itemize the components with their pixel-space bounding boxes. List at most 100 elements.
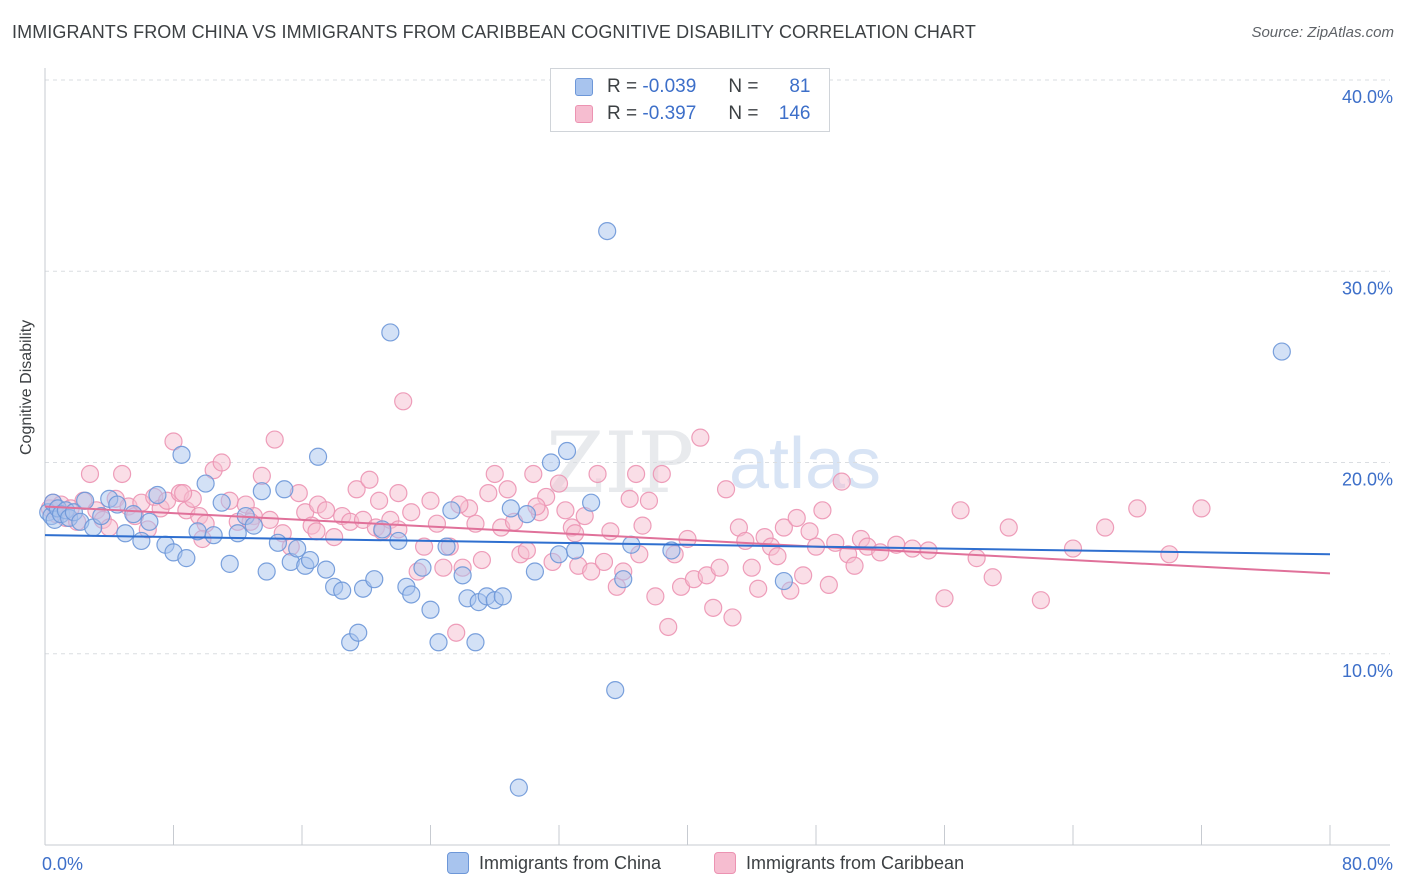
caribbean-point-66 [479, 484, 498, 503]
china-point-41 [316, 560, 336, 579]
china-point-22 [172, 445, 191, 464]
caribbean-point-34 [260, 510, 279, 529]
source-label: Source: ZipAtlas.com [1251, 24, 1394, 41]
caribbean-point-99 [691, 428, 710, 447]
china-point-67 [541, 453, 561, 472]
caribbean-point-93 [652, 464, 671, 484]
china-point-72 [606, 680, 625, 700]
caribbean-point-91 [639, 491, 659, 510]
caribbean-point-43 [325, 527, 344, 547]
caribbean-point-85 [601, 522, 620, 541]
china-point-53 [413, 558, 432, 577]
caribbean-point-149 [370, 491, 389, 510]
caribbean-r-label: R = [607, 103, 638, 124]
caribbean-point-138 [1128, 499, 1147, 518]
caribbean-point-111 [768, 547, 787, 566]
caribbean-r-value: -0.397 [642, 103, 697, 124]
china-swatch [575, 78, 593, 96]
caribbean-point-46 [347, 480, 366, 499]
china-point-60 [466, 633, 485, 652]
caribbean-point-33 [252, 466, 271, 485]
caribbean-point-119 [819, 575, 838, 595]
china-point-39 [300, 550, 320, 570]
x-tick-label-1: 80.0% [1342, 854, 1393, 874]
china-point-37 [288, 539, 307, 558]
caribbean-point-129 [919, 541, 938, 560]
china-point-71 [598, 221, 617, 241]
caribbean-point-140 [1192, 499, 1211, 518]
caribbean-point-145 [307, 522, 326, 541]
caribbean-point-56 [414, 537, 434, 556]
x-tick-label-0: 0.0% [42, 854, 83, 874]
china-point-34 [268, 533, 288, 552]
china-point-70 [582, 493, 601, 512]
caribbean-point-84 [594, 552, 614, 572]
china-point-32 [252, 482, 271, 501]
china-point-73 [614, 570, 633, 589]
caribbean-point-42 [316, 501, 336, 520]
caribbean-point-90 [633, 516, 652, 535]
legend-item-china[interactable]: Immigrants from China [447, 852, 661, 874]
legend-item-caribbean[interactable]: Immigrants from Caribbean [714, 852, 964, 874]
china-point-17 [132, 531, 151, 551]
china-point-57 [442, 501, 461, 520]
china-point-23 [177, 549, 196, 568]
caribbean-point-82 [582, 562, 601, 581]
caribbean-point-72 [517, 541, 536, 560]
china-point-29 [228, 524, 247, 543]
caribbean-point-130 [935, 589, 954, 608]
trend-lines [44, 505, 1331, 575]
china-point-55 [429, 633, 448, 652]
china-point-26 [204, 526, 223, 545]
caribbean-point-137 [1096, 518, 1115, 537]
china-point-58 [453, 566, 472, 585]
china-point-31 [244, 516, 263, 535]
caribbean-point-133 [983, 568, 1002, 587]
china-point-25 [196, 474, 215, 493]
y-axis-label: Cognitive Disability [18, 319, 35, 455]
china-legend-label: Immigrants from China [479, 852, 662, 873]
caribbean-n-value: 146 [778, 103, 811, 124]
china-point-68 [549, 545, 569, 564]
china-point-76 [1272, 342, 1291, 361]
china-r-label: R = [607, 76, 638, 97]
caribbean-point-21 [164, 432, 183, 451]
china-point-75 [774, 571, 793, 591]
china-point-64 [493, 587, 512, 606]
china-n-value: 81 [789, 76, 811, 97]
china-point-78 [517, 505, 536, 524]
caribbean-point-116 [800, 522, 819, 541]
caribbean-trend-line [44, 505, 1331, 575]
caribbean-point-103 [716, 480, 736, 499]
caribbean-point-101 [704, 598, 723, 617]
china-n-label: N = [728, 76, 759, 97]
caribbean-point-73 [524, 464, 543, 484]
caribbean-point-61 [447, 623, 466, 642]
china-point-47 [365, 570, 384, 589]
caribbean-point-69 [498, 480, 517, 499]
caribbean-point-65 [472, 550, 491, 570]
caribbean-point-77 [549, 474, 569, 493]
caribbean-point-139 [1160, 545, 1179, 564]
china-r-value: -0.039 [642, 76, 697, 97]
caribbean-point-123 [845, 556, 864, 575]
watermark: ZIP atlas [546, 414, 881, 512]
caribbean-point-104 [723, 608, 742, 627]
china-point-52 [402, 585, 421, 604]
y-tick-label-2: 30.0% [1342, 278, 1393, 298]
china-point-19 [148, 485, 167, 505]
china-point-10 [76, 491, 95, 510]
china-point-77 [501, 499, 520, 518]
caribbean-point-67 [485, 464, 504, 484]
chart-title: IMMIGRANTS FROM CHINA VS IMMIGRANTS FROM… [12, 22, 976, 42]
china-point-80 [565, 541, 585, 560]
caribbean-legend-label: Immigrants from Caribbean [746, 852, 965, 873]
caribbean-point-48 [360, 470, 379, 489]
caribbean-point-88 [620, 489, 639, 508]
caribbean-point-134 [999, 518, 1018, 537]
caribbean-point-94 [659, 617, 678, 637]
caribbean-point-52 [389, 484, 408, 503]
caribbean-point-112 [774, 518, 793, 537]
y-tick-label-0: 10.0% [1342, 661, 1393, 681]
china-point-69 [557, 441, 577, 461]
